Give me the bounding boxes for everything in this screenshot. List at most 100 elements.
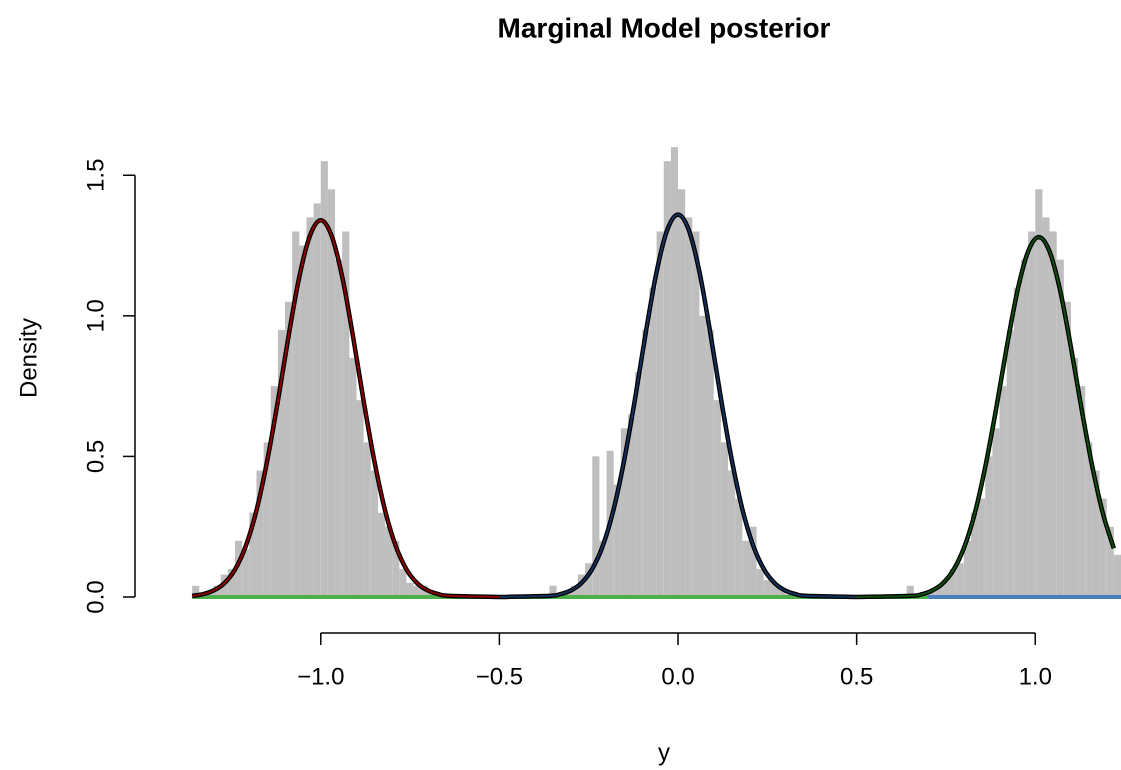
histogram-bar [963,540,971,597]
histogram-bar [599,540,607,597]
histogram-bar [928,591,936,597]
histogram-bar [749,526,757,597]
histogram-bar [706,329,714,597]
histogram-bar [285,301,293,597]
histogram-bar [1049,231,1057,597]
histogram-bar [635,372,643,597]
histogram-bar [242,549,250,597]
histogram-bar [1078,386,1086,597]
histogram-bar [692,231,700,597]
histogram-bar [1099,498,1107,597]
y-tick-label: 0.5 [82,440,109,473]
histogram-bar [1113,554,1121,597]
histogram-bar [1106,526,1114,597]
x-tick-label: −0.5 [476,663,523,690]
histogram-bar [249,512,257,597]
histogram-bar [549,585,557,597]
histogram-bar [213,585,221,597]
histogram-bar [349,358,357,597]
histogram-bar [720,442,729,597]
histogram-bar [277,329,286,597]
histogram-bar [385,526,393,597]
histogram-bar [663,161,671,598]
histogram-bar [949,568,957,597]
histogram-bar [335,259,343,597]
histogram-bar [570,585,578,597]
y-tick-label: 1.5 [82,159,109,192]
x-tick-label: −1.0 [297,663,344,690]
histogram-bar [642,329,650,597]
histogram-bar [327,189,336,597]
chart-title: Marginal Model posterior [498,12,831,43]
histogram-bar [192,585,200,597]
histogram-bar [699,315,707,597]
histogram-bar [313,203,321,597]
histogram-bar [1092,470,1100,597]
histogram-bar [377,512,386,597]
histogram-bar [985,456,993,597]
histogram-bar [656,231,664,597]
histogram-bar [356,400,364,597]
histogram-bar [292,231,300,597]
histogram-bar [778,588,786,597]
histogram-bar [756,568,764,597]
histogram-bar [392,540,400,597]
histogram-bar [1085,442,1093,597]
histogram-bar [363,442,371,597]
histogram-bar [1070,358,1079,597]
histogram-bar [370,470,378,597]
histogram-bar [742,540,750,597]
histogram-bar [1035,189,1043,597]
histogram-bar [770,582,779,597]
histogram-bar [992,428,1000,597]
histogram-bar [235,540,243,597]
histogram-bar [1063,301,1071,597]
histogram-bar [999,386,1007,597]
histogram-bar [670,147,679,597]
histogram-bar [342,231,350,597]
histogram-bar [1020,259,1029,597]
histogram-bar [1013,287,1021,597]
histogram-bar [270,386,278,597]
histogram-bar [935,585,943,597]
histogram-bar [978,498,986,597]
histogram-bar [256,470,264,597]
histogram-bar [970,512,979,597]
histogram-bar [1028,231,1036,597]
histogram-bar [592,456,600,597]
histogram-bar [1042,217,1050,598]
x-tick-label: 0.5 [840,663,873,690]
histogram-bar [585,563,593,597]
histogram-bar [399,568,407,597]
histogram-bar [713,400,721,597]
histogram-bar [613,484,621,597]
histogram-bar [956,563,964,597]
histogram-bar [906,585,914,597]
histogram-bar [620,428,628,597]
histogram-bar [728,470,736,597]
histogram-bar [735,498,743,597]
histogram-bar [227,568,236,597]
histogram-bar [320,161,328,598]
density-curve [499,213,857,598]
histogram-bar [628,414,636,597]
histogram-bar [306,217,314,598]
y-tick-label: 0.0 [82,580,109,613]
histogram-bar [685,217,693,598]
histogram-bar [406,582,414,597]
y-tick-label: 1.0 [82,299,109,332]
density-curve [856,236,1115,598]
histogram-bar [420,585,428,597]
histogram-bar [413,585,421,597]
histogram-bar [763,580,771,597]
histogram-bar [942,580,950,597]
density-curve [192,219,500,598]
histogram-bar [649,287,657,597]
histogram-bar [1006,329,1014,597]
x-tick-label: 1.0 [1019,663,1052,690]
x-tick-label: 0.0 [661,663,694,690]
histogram-bar [263,442,271,597]
histogram-bar [1056,259,1064,597]
